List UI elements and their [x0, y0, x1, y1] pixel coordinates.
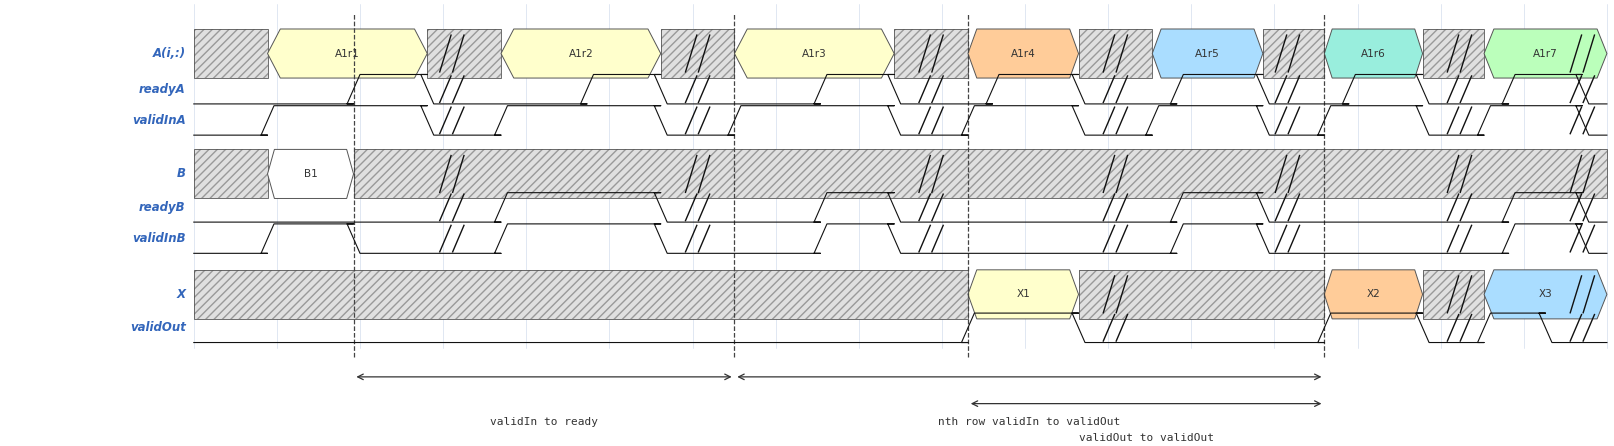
Bar: [1078, 29, 1151, 78]
Text: B1: B1: [303, 169, 318, 179]
Bar: [1422, 29, 1483, 78]
Bar: [194, 29, 268, 78]
Text: A(i,:): A(i,:): [152, 47, 186, 60]
Bar: [1262, 29, 1323, 78]
Bar: [1422, 270, 1483, 319]
Text: A1r4: A1r4: [1010, 49, 1035, 58]
Text: validInB: validInB: [132, 232, 186, 245]
Bar: [1422, 270, 1483, 319]
Bar: [894, 29, 967, 78]
Text: validOut: validOut: [129, 321, 186, 334]
Polygon shape: [268, 29, 428, 78]
Text: validIn to ready: validIn to ready: [489, 417, 597, 427]
Text: readyA: readyA: [139, 83, 186, 96]
Polygon shape: [967, 29, 1078, 78]
Text: nth row validIn to validOut: nth row validIn to validOut: [938, 417, 1120, 427]
Bar: [194, 29, 268, 78]
Polygon shape: [967, 270, 1078, 319]
Bar: [353, 149, 1606, 198]
Bar: [1422, 29, 1483, 78]
Bar: [353, 149, 1606, 198]
Polygon shape: [268, 149, 353, 198]
Text: A1r7: A1r7: [1532, 49, 1558, 58]
Bar: [428, 29, 500, 78]
Bar: [1078, 29, 1151, 78]
Bar: [194, 270, 967, 319]
Polygon shape: [500, 29, 660, 78]
Bar: [194, 29, 268, 78]
Bar: [1078, 29, 1151, 78]
Bar: [1262, 29, 1323, 78]
Text: A1r5: A1r5: [1194, 49, 1219, 58]
Bar: [194, 149, 268, 198]
Text: validInA: validInA: [132, 114, 186, 127]
Bar: [428, 29, 500, 78]
Polygon shape: [1323, 29, 1422, 78]
Bar: [194, 270, 967, 319]
Text: validOut to validOut: validOut to validOut: [1078, 433, 1212, 442]
Polygon shape: [1483, 270, 1606, 319]
Bar: [1422, 270, 1483, 319]
Bar: [894, 29, 967, 78]
Text: X2: X2: [1365, 289, 1380, 299]
Bar: [1262, 29, 1323, 78]
Bar: [1078, 270, 1323, 319]
Polygon shape: [734, 29, 894, 78]
Bar: [428, 29, 500, 78]
Text: X: X: [176, 288, 186, 301]
Text: A1r2: A1r2: [568, 49, 592, 58]
Bar: [1078, 270, 1323, 319]
Bar: [660, 29, 734, 78]
Bar: [194, 149, 268, 198]
Text: X3: X3: [1538, 289, 1551, 299]
Bar: [353, 149, 1606, 198]
Text: readyB: readyB: [139, 201, 186, 214]
Bar: [194, 149, 268, 198]
Bar: [894, 29, 967, 78]
Bar: [660, 29, 734, 78]
Text: A1r3: A1r3: [802, 49, 826, 58]
Bar: [194, 270, 967, 319]
Text: X1: X1: [1015, 289, 1030, 299]
Text: A1r1: A1r1: [334, 49, 360, 58]
Polygon shape: [1483, 29, 1606, 78]
Bar: [660, 29, 734, 78]
Text: A1r6: A1r6: [1361, 49, 1385, 58]
Polygon shape: [1323, 270, 1422, 319]
Polygon shape: [1151, 29, 1262, 78]
Bar: [1078, 270, 1323, 319]
Text: B: B: [176, 167, 186, 181]
Bar: [1422, 29, 1483, 78]
